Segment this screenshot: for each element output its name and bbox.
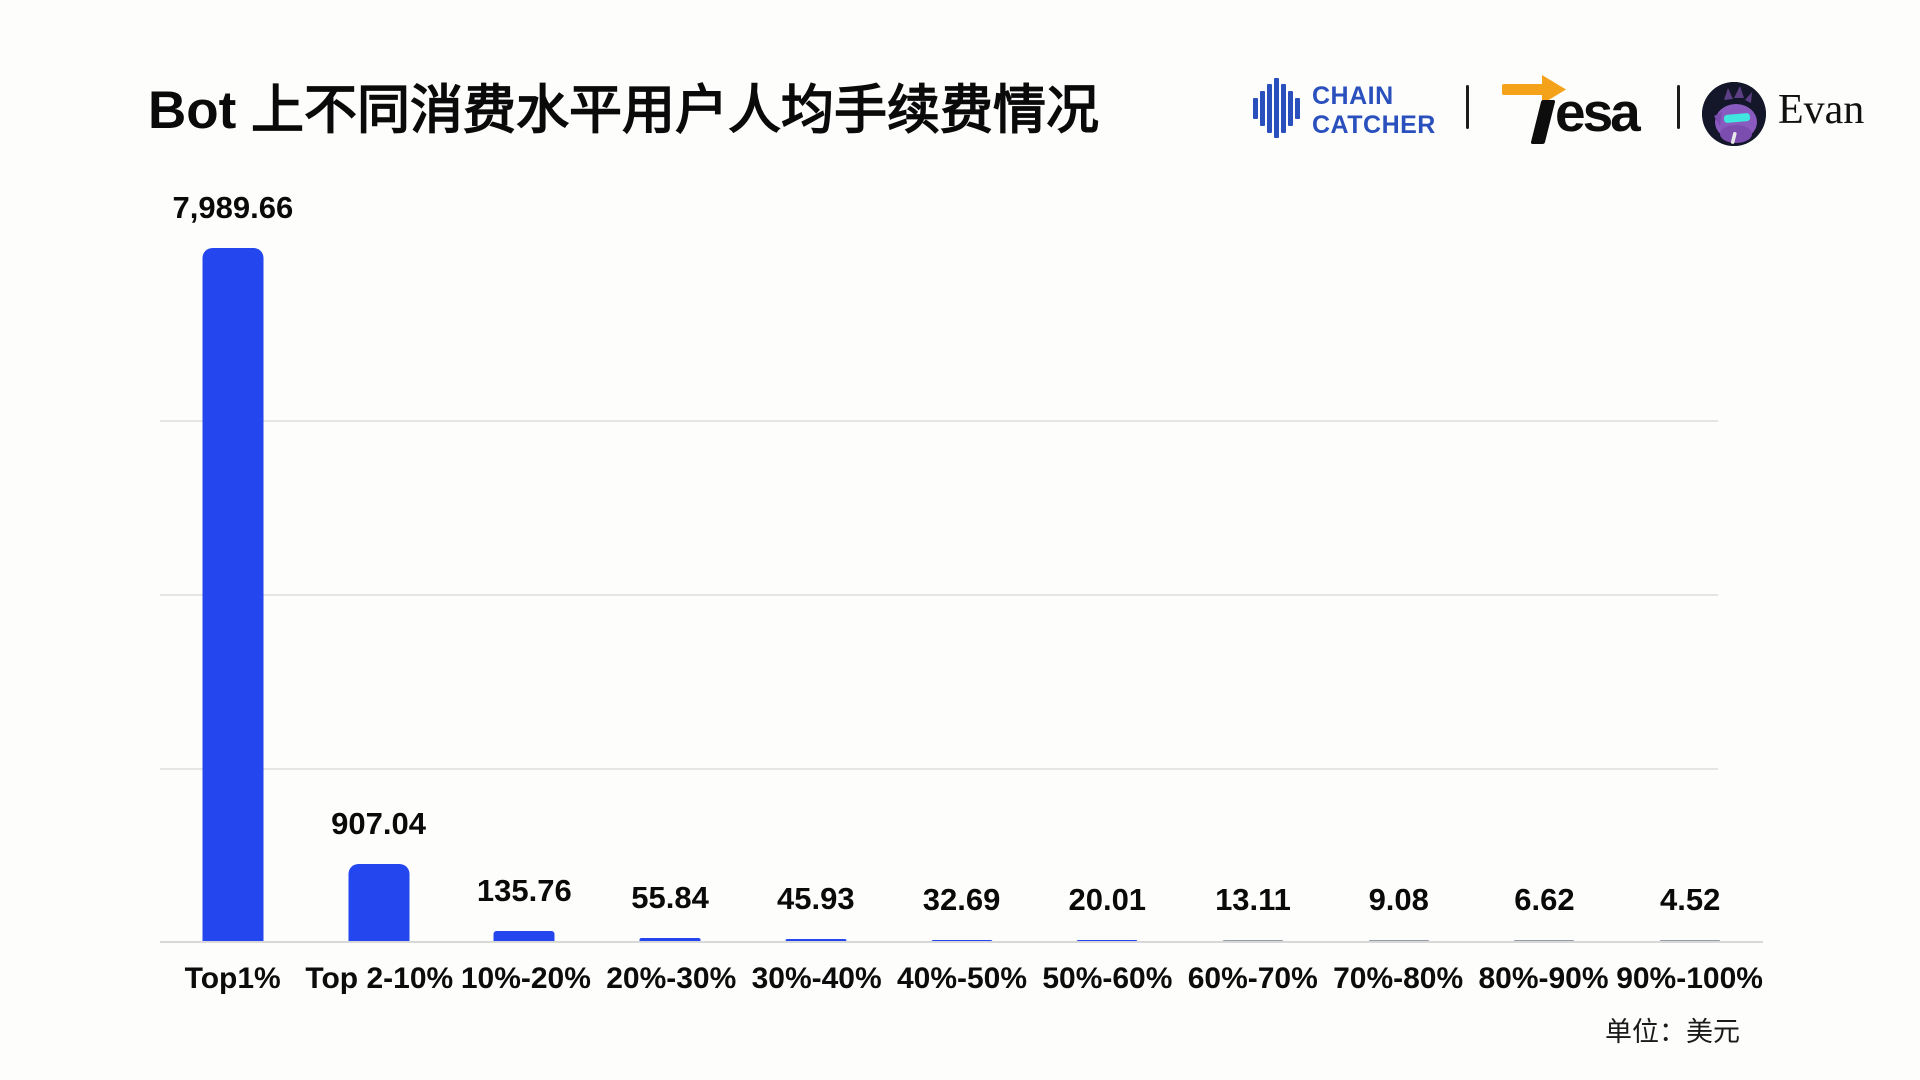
tesa-wordmark-text: esa	[1555, 81, 1641, 143]
chart-title: Bot 上不同消费水平用户人均手续费情况	[148, 81, 1100, 140]
bar-value-label: 6.62	[1514, 882, 1575, 918]
bar-value-label: 135.76	[476, 873, 572, 909]
x-axis-label: Top 2-10%	[305, 962, 454, 995]
bar-slot: 32.69	[889, 230, 1035, 943]
bar-slot: 7,989.66	[160, 190, 306, 943]
author-avatar	[1702, 82, 1766, 146]
x-axis-label: 10%-20%	[460, 962, 591, 995]
unit-note: 单位：美元	[1605, 1017, 1740, 1047]
x-axis-label: 80%-90%	[1478, 962, 1609, 995]
x-axis-label: 90%-100%	[1616, 962, 1763, 995]
x-axis-label: 40%-50%	[896, 962, 1028, 995]
bar-slot: 907.04	[306, 230, 452, 943]
bar-value-label: 13.11	[1215, 882, 1291, 918]
bar-slot: 6.62	[1472, 230, 1618, 943]
bar	[493, 931, 555, 943]
x-axis-line	[160, 941, 1763, 943]
gridline	[160, 594, 1718, 597]
tesa-logo: esa	[1500, 60, 1670, 150]
bar-value-label: 9.08	[1368, 882, 1429, 918]
bar	[202, 248, 264, 943]
bar-value-label: 907.04	[331, 806, 427, 842]
bar-slot: 45.93	[743, 230, 889, 943]
bar-slot: 4.52	[1617, 230, 1763, 943]
bar	[639, 938, 701, 943]
bar-series: 7,989.66 907.04 135.76 55.84 45.93 32.69 20.01…	[160, 190, 1763, 943]
x-axis-label: Top1%	[184, 962, 281, 995]
gridline	[160, 768, 1718, 771]
x-axis-label: 30%-40%	[751, 962, 882, 995]
x-axis-label: 20%-30%	[606, 962, 737, 995]
chaincatcher-bars-icon	[1253, 78, 1301, 143]
chaincatcher-wordmark-line1: CHAIN	[1312, 81, 1394, 110]
bar-slot: 20.01	[1034, 230, 1180, 943]
bar-value-label: 45.93	[777, 881, 855, 917]
x-axis-label: 60%-70%	[1187, 962, 1318, 995]
bar-value-label: 55.84	[631, 880, 709, 916]
bar-value-label: 7,989.66	[172, 190, 294, 225]
bar-slot: 13.11	[1180, 230, 1326, 943]
bar	[348, 864, 410, 943]
gridline	[160, 420, 1718, 423]
chaincatcher-logo: CHAIN CATCHER	[1253, 78, 1436, 143]
chaincatcher-wordmark-line2: CATCHER	[1312, 110, 1436, 139]
x-axis-label: 50%-60%	[1042, 962, 1173, 995]
chaincatcher-wordmark: CHAIN CATCHER	[1312, 82, 1436, 140]
header-divider	[1466, 85, 1469, 129]
x-axis-labels: Top1% Top 2-10% 10%-20% 20%-30% 30%-40% 40%-5…	[160, 962, 1763, 996]
x-axis-label: 70%-80%	[1333, 962, 1464, 995]
bar-slot: 9.08	[1326, 230, 1472, 943]
tesa-arrow-icon	[1500, 72, 1566, 111]
bar-value-label: 4.52	[1660, 882, 1721, 918]
bar-slot: 55.84	[597, 230, 743, 943]
header-divider	[1677, 85, 1680, 129]
bar-value-label: 20.01	[1068, 882, 1147, 918]
author-name: Evan	[1778, 87, 1865, 133]
bar-slot: 135.76	[451, 230, 597, 943]
plot-area: 7,989.66 907.04 135.76 55.84 45.93 32.69 20.01…	[160, 190, 1763, 943]
bar-value-label: 32.69	[922, 882, 1001, 918]
